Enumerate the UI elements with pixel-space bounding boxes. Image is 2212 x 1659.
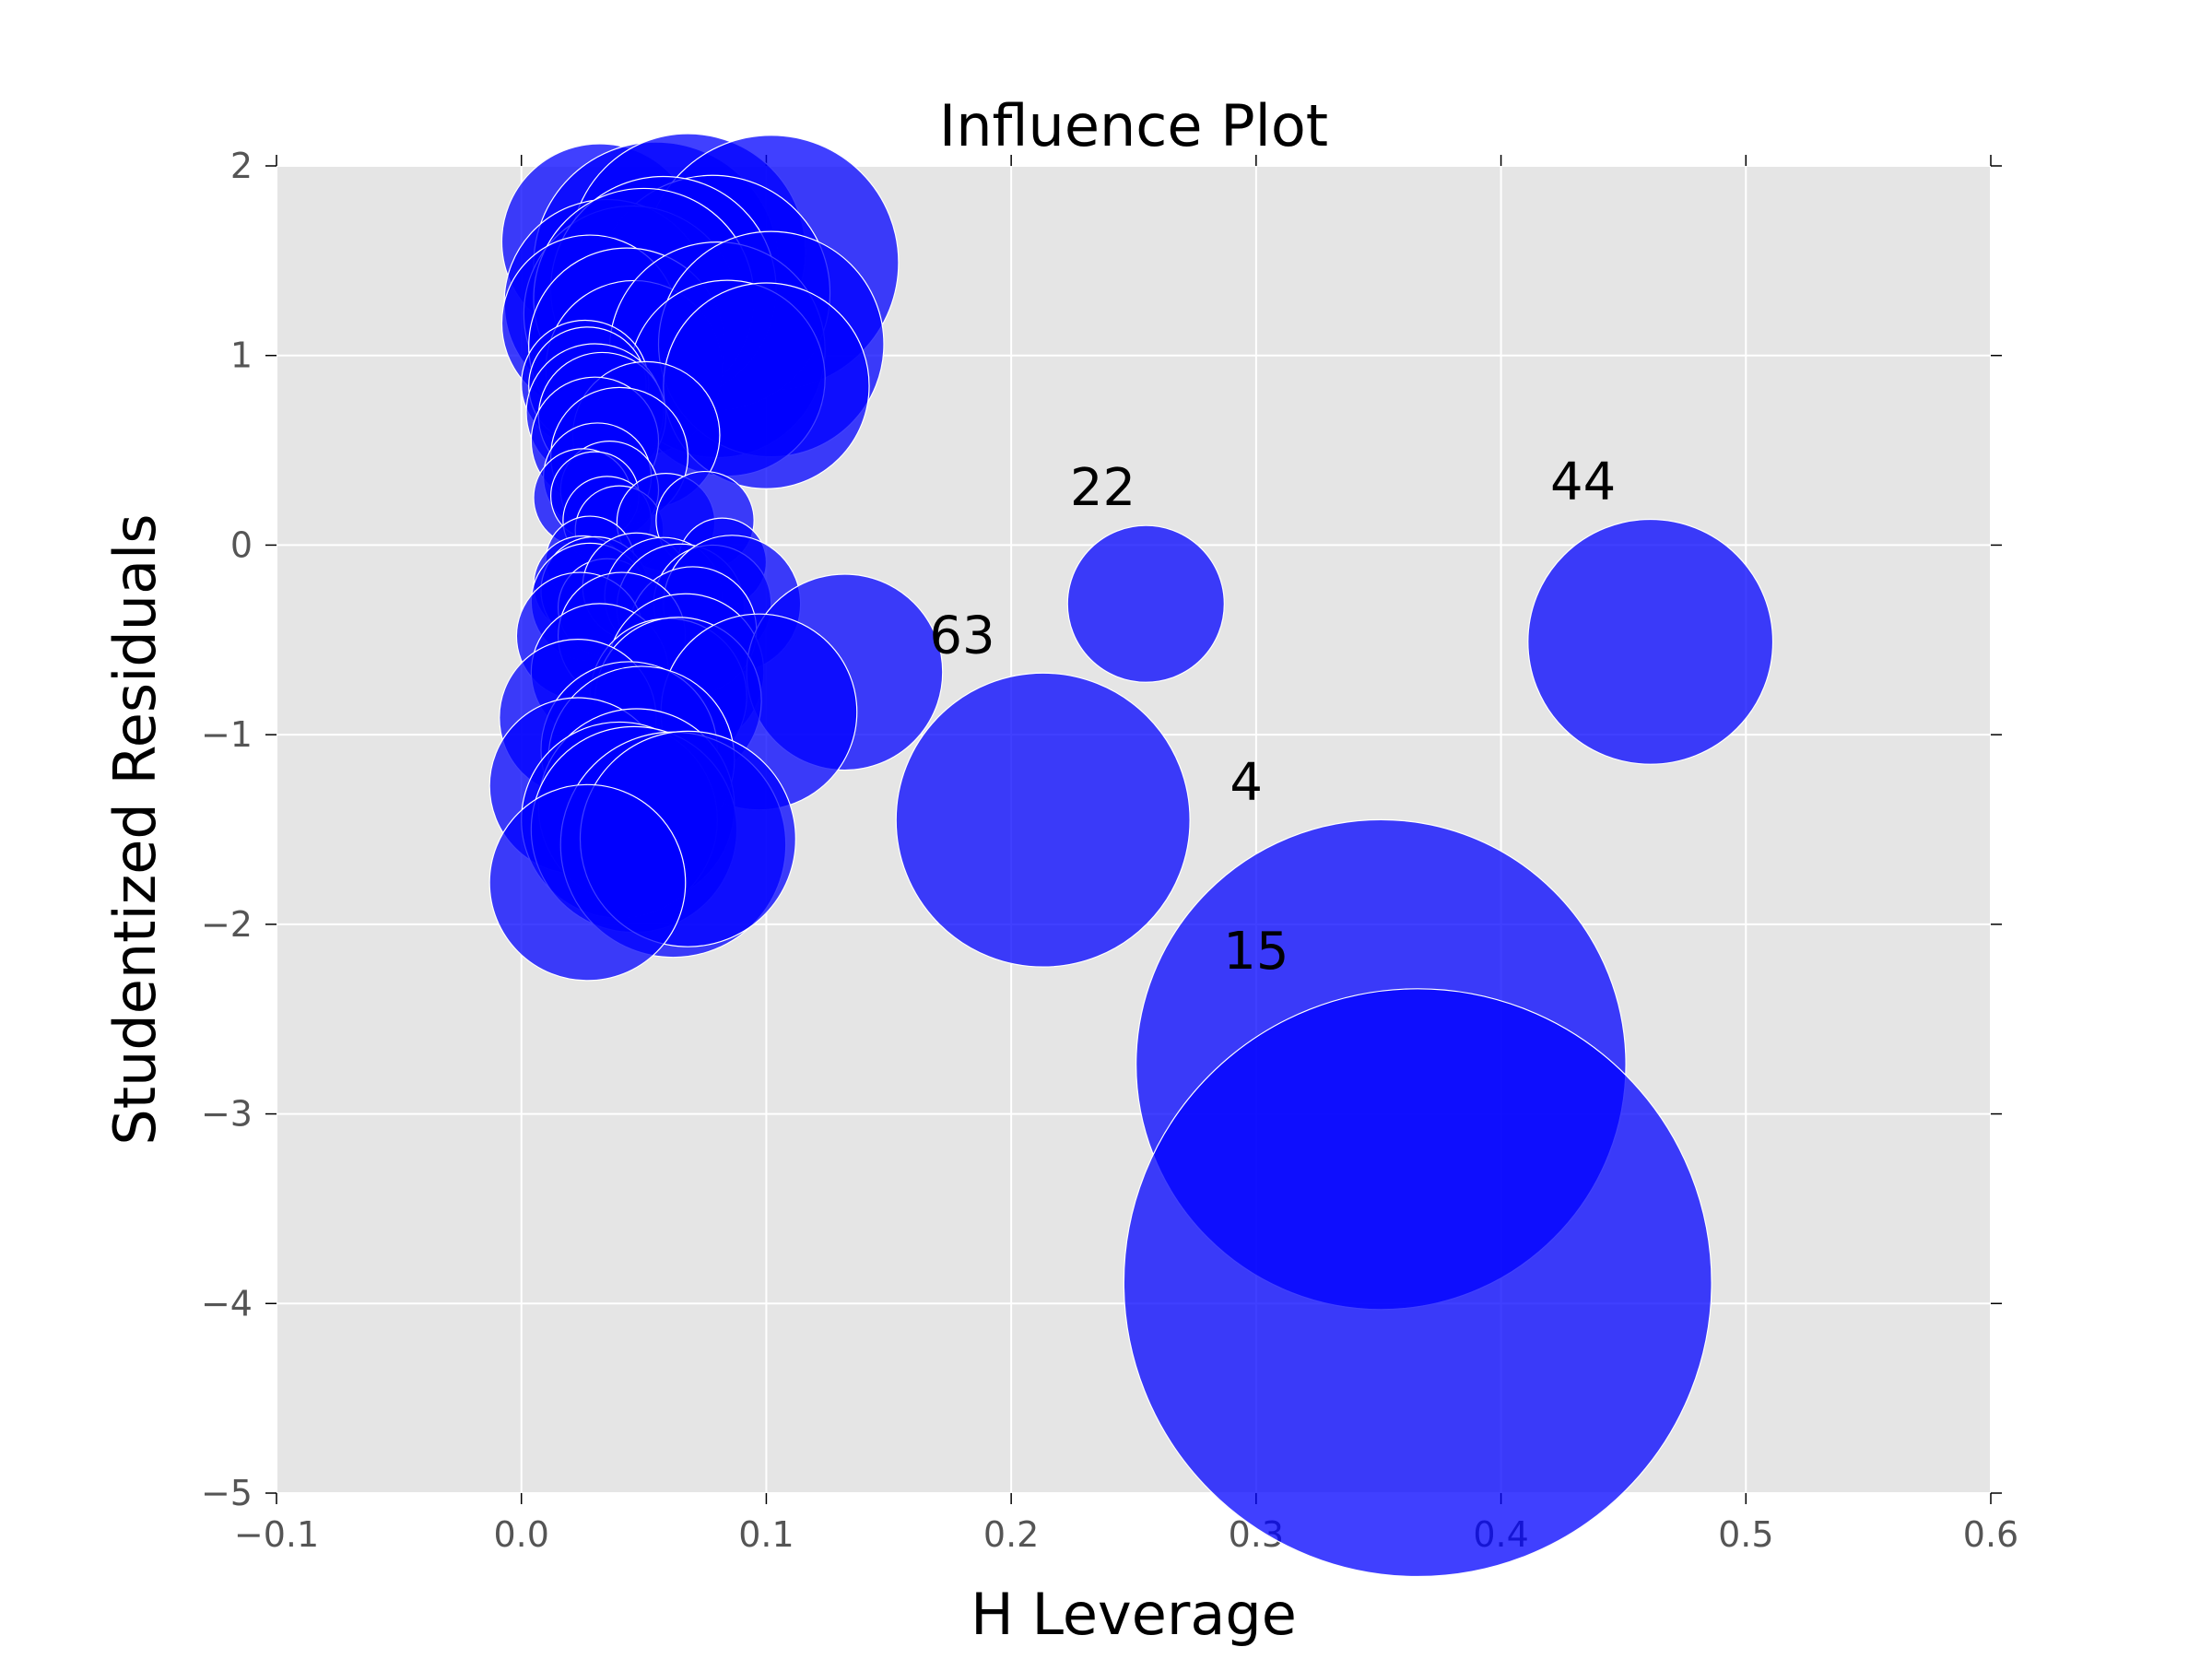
y-tick-label: 0 [230, 524, 253, 565]
y-tick-label: −4 [201, 1283, 253, 1324]
y-tick-label: −5 [201, 1473, 253, 1513]
x-tick-label: 0.2 [983, 1514, 1039, 1555]
data-point-63 [895, 672, 1191, 968]
x-tick-labels: −0.10.00.10.20.30.40.50.6 [234, 1514, 2018, 1555]
point-label-63: 63 [929, 606, 994, 665]
data-point [488, 783, 687, 982]
y-tick-label: 2 [230, 146, 253, 186]
y-tick-label: −1 [201, 714, 253, 755]
data-point-44 [1527, 518, 1774, 765]
y-tick-label: −2 [201, 904, 253, 945]
point-label-4: 4 [1230, 752, 1263, 812]
chart-title: Influence Plot [939, 92, 1328, 159]
x-tick-label: 0.6 [1963, 1514, 2018, 1555]
point-label-44: 44 [1550, 452, 1616, 512]
point-label-15: 15 [1223, 922, 1288, 982]
point-label-22: 22 [1070, 458, 1135, 518]
data-points [488, 133, 1774, 1578]
x-axis-label: H Leverage [971, 1581, 1297, 1648]
y-tick-labels: 2 1 0 −1 −2 −3 −4 −5 [201, 146, 253, 1513]
data-point-22 [1066, 524, 1225, 683]
point-annotations: 22 44 63 4 15 [929, 452, 1616, 981]
x-tick-label: 0.1 [738, 1514, 794, 1555]
x-tick-label: −0.1 [234, 1514, 319, 1555]
y-tick-label: 1 [230, 335, 253, 376]
x-tick-label: 0.5 [1718, 1514, 1773, 1555]
data-point-15 [1123, 988, 1712, 1578]
y-tick-label: −3 [201, 1094, 253, 1135]
x-tick-label: 0.0 [493, 1514, 548, 1555]
y-axis-label: Studentized Residuals [101, 513, 169, 1145]
